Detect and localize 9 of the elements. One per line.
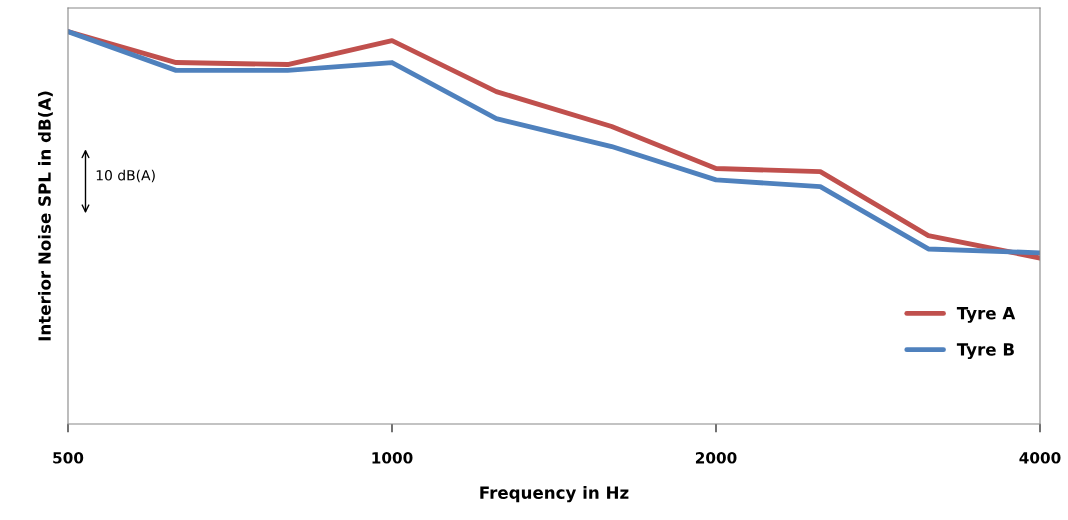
x-tick-label: 1000 xyxy=(372,452,413,464)
x-tick-label: 4000 xyxy=(1019,452,1061,464)
legend-label: Tyre A xyxy=(956,307,1016,323)
x-tick-label: 2000 xyxy=(695,452,737,464)
annotation: 10 dB(A) xyxy=(96,169,155,183)
legend-label: Tyre B xyxy=(956,343,1014,360)
y-axis-title: Interior Noise SPL in dB(A) xyxy=(37,91,53,341)
x-axis-title: Frequency in Hz xyxy=(480,486,629,503)
x-tick-label: 500 xyxy=(53,452,84,464)
